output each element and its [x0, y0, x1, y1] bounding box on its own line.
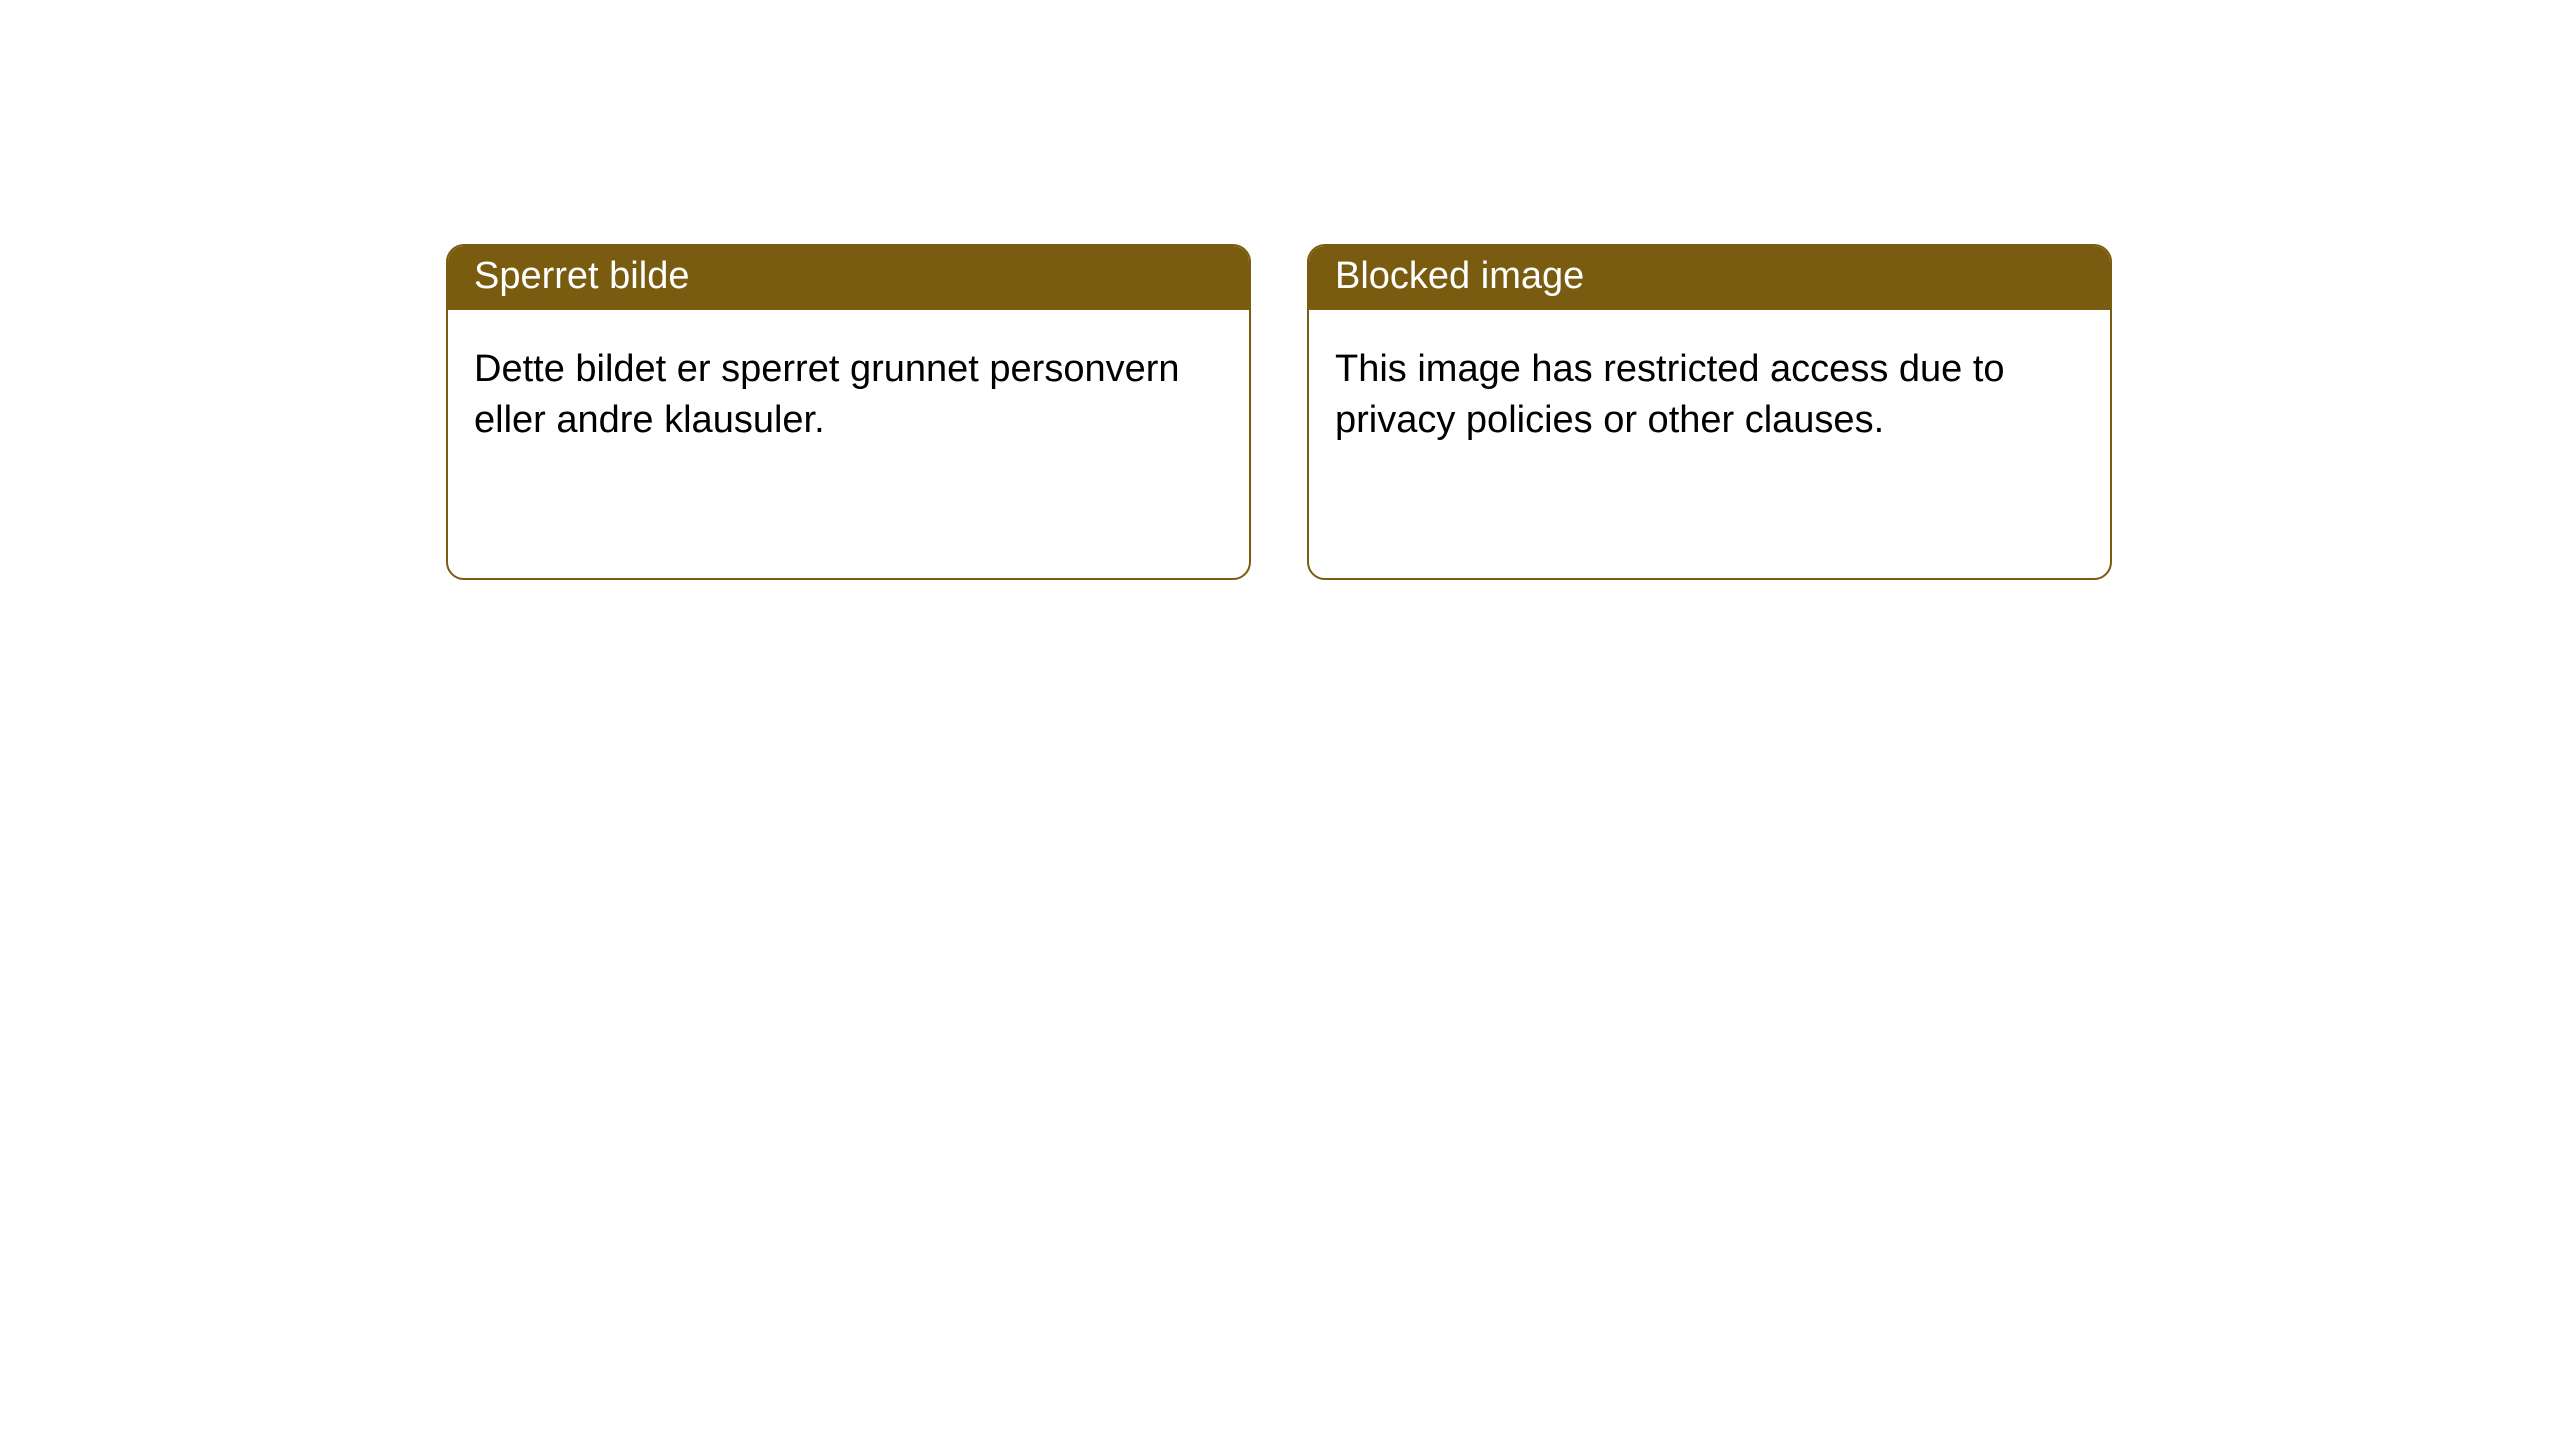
notice-container: Sperret bilde Dette bildet er sperret gr…: [0, 0, 2560, 580]
card-text: Dette bildet er sperret grunnet personve…: [474, 348, 1180, 441]
card-text: This image has restricted access due to …: [1335, 348, 2005, 441]
card-title: Sperret bilde: [474, 255, 689, 297]
card-header: Sperret bilde: [448, 246, 1249, 310]
card-body: This image has restricted access due to …: [1309, 310, 2110, 481]
card-title: Blocked image: [1335, 255, 1584, 297]
card-header: Blocked image: [1309, 246, 2110, 310]
card-body: Dette bildet er sperret grunnet personve…: [448, 310, 1249, 481]
notice-card-english: Blocked image This image has restricted …: [1307, 244, 2112, 580]
notice-card-norwegian: Sperret bilde Dette bildet er sperret gr…: [446, 244, 1251, 580]
